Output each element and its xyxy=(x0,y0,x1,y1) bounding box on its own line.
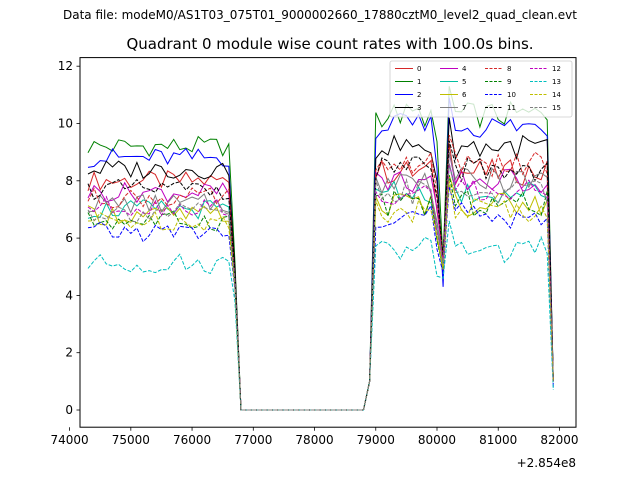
legend-label-9: 9 xyxy=(507,78,511,86)
series-line-0 xyxy=(87,143,554,411)
series-line-3 xyxy=(87,117,554,411)
series-line-11 xyxy=(87,140,554,411)
series-line-8 xyxy=(87,134,554,411)
series-line-7 xyxy=(87,151,554,411)
series-line-5 xyxy=(87,163,554,411)
x-tick-label: 79000 xyxy=(357,433,395,447)
x-tick-label: 74000 xyxy=(50,433,88,447)
figure-suptitle: Data file: modeM0/AS1T03_075T01_90000026… xyxy=(63,8,577,22)
legend-label-2: 2 xyxy=(417,91,421,99)
legend-label-8: 8 xyxy=(507,65,511,73)
x-tick-label: 78000 xyxy=(295,433,333,447)
x-tick-label: 76000 xyxy=(173,433,211,447)
series-layer xyxy=(87,86,554,411)
y-tick-label: 6 xyxy=(65,231,73,245)
legend-label-10: 10 xyxy=(507,91,516,99)
legend-label-14: 14 xyxy=(552,91,561,99)
legend-label-15: 15 xyxy=(552,104,561,112)
x-tick-label: 75000 xyxy=(112,433,150,447)
y-tick-label: 2 xyxy=(65,346,73,360)
legend-label-5: 5 xyxy=(462,78,466,86)
series-line-4 xyxy=(87,152,554,411)
axes-layer: 74000 75000 76000 77000 78000 79000 80000 81000… xyxy=(50,59,578,447)
legend-label-11: 11 xyxy=(507,104,516,112)
y-tick-label: 0 xyxy=(65,403,73,417)
y-tick-label: 8 xyxy=(65,174,73,188)
y-tick-label: 10 xyxy=(58,116,73,130)
legend-label-3: 3 xyxy=(417,104,421,112)
series-line-15 xyxy=(87,163,554,411)
legend-label-13: 13 xyxy=(552,78,561,86)
series-line-14 xyxy=(87,180,554,411)
x-offset-label: +2.854e8 xyxy=(517,456,576,470)
series-line-13 xyxy=(87,220,554,411)
x-tick-label: 82000 xyxy=(540,433,578,447)
legend-label-7: 7 xyxy=(462,104,466,112)
y-tick-label: 12 xyxy=(58,59,73,73)
series-line-12 xyxy=(87,163,554,411)
legend-label-12: 12 xyxy=(552,65,561,73)
legend-label-4: 4 xyxy=(462,65,467,73)
x-tick-label: 77000 xyxy=(234,433,272,447)
legend-box xyxy=(389,60,573,118)
x-tick-label: 80000 xyxy=(418,433,456,447)
plot-frame xyxy=(79,57,577,428)
legend-label-1: 1 xyxy=(417,78,421,86)
chart-title: Quadrant 0 module wise count rates with … xyxy=(126,35,534,53)
x-tick-label: 81000 xyxy=(479,433,517,447)
series-line-10 xyxy=(87,186,554,411)
legend-label-6: 6 xyxy=(462,91,467,99)
series-line-1 xyxy=(87,86,554,411)
legend-label-0: 0 xyxy=(417,65,421,73)
y-tick-label: 4 xyxy=(65,288,73,302)
